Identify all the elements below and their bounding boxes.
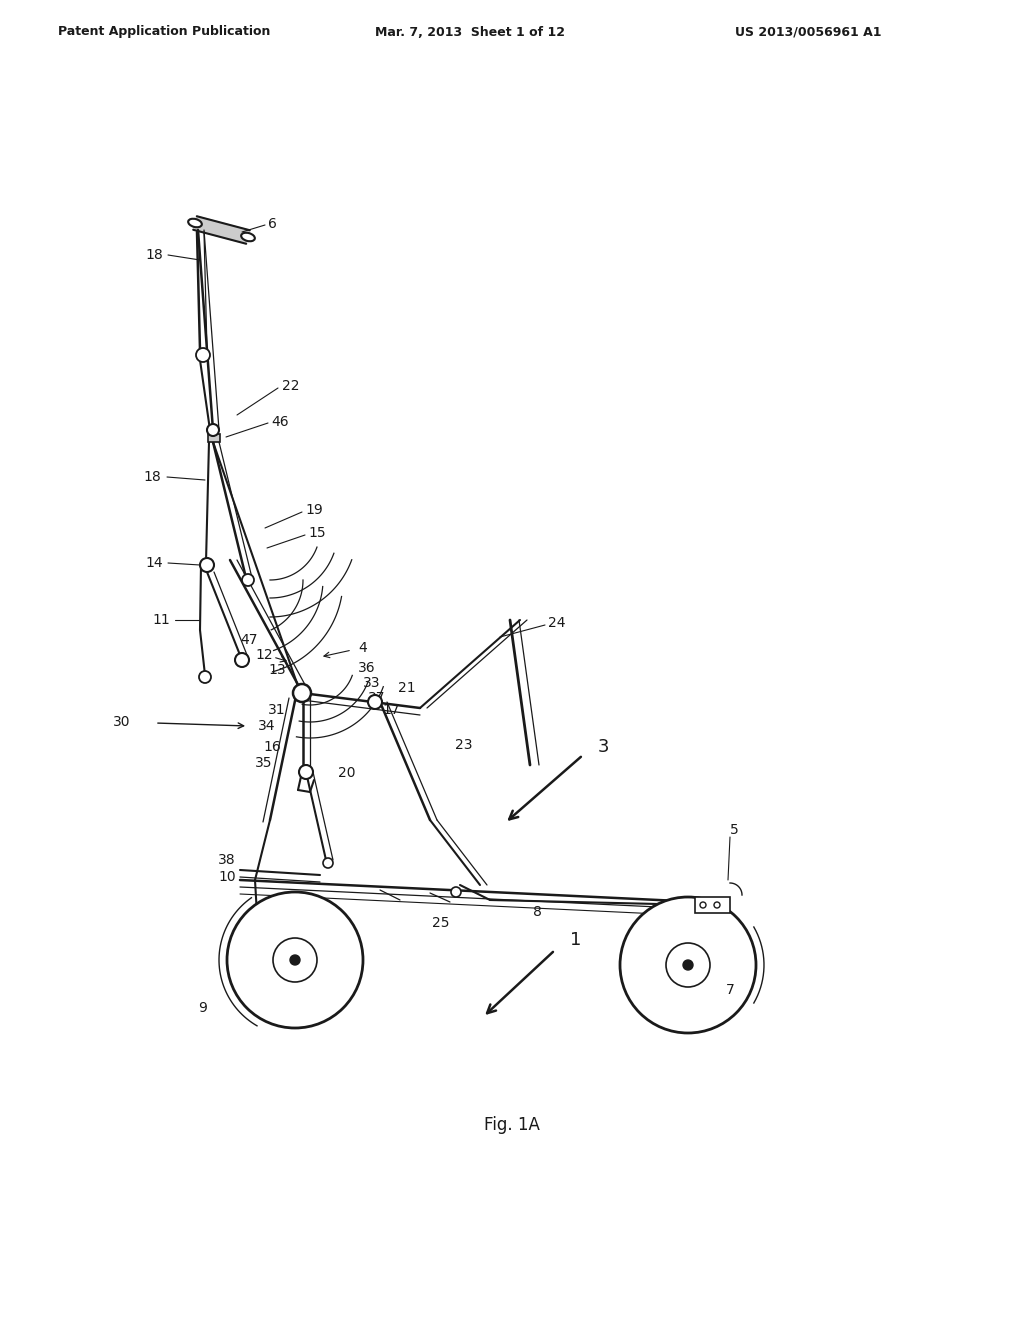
Text: 47: 47	[240, 634, 257, 647]
Circle shape	[200, 558, 214, 572]
Text: 1: 1	[570, 931, 582, 949]
Text: 8: 8	[534, 906, 542, 919]
Circle shape	[666, 942, 710, 987]
Text: 16: 16	[263, 741, 281, 754]
Text: Mar. 7, 2013  Sheet 1 of 12: Mar. 7, 2013 Sheet 1 of 12	[375, 25, 565, 38]
Ellipse shape	[242, 232, 255, 242]
Text: 34: 34	[258, 719, 275, 733]
Text: 13: 13	[268, 663, 286, 677]
Text: 7: 7	[726, 983, 735, 997]
Text: 10: 10	[218, 870, 236, 884]
Text: 14: 14	[145, 556, 163, 570]
Circle shape	[714, 902, 720, 908]
Text: 17: 17	[382, 704, 399, 717]
Circle shape	[227, 892, 362, 1028]
Text: 25: 25	[432, 916, 450, 931]
Polygon shape	[194, 216, 250, 244]
Text: 24: 24	[548, 616, 565, 630]
Text: 18: 18	[143, 470, 161, 484]
Text: US 2013/0056961 A1: US 2013/0056961 A1	[735, 25, 882, 38]
Text: 18: 18	[145, 248, 163, 261]
Text: 33: 33	[362, 676, 381, 690]
Text: 12: 12	[255, 648, 272, 663]
Circle shape	[299, 766, 313, 779]
Text: 21: 21	[398, 681, 416, 696]
Circle shape	[199, 671, 211, 682]
Text: 31: 31	[268, 704, 286, 717]
Text: Fig. 1A: Fig. 1A	[484, 1115, 540, 1134]
Text: 38: 38	[218, 853, 236, 867]
Text: 5: 5	[730, 822, 738, 837]
Text: 20: 20	[338, 766, 355, 780]
Text: 19: 19	[305, 503, 323, 517]
Text: 30: 30	[113, 715, 130, 729]
Text: 11: 11	[152, 612, 170, 627]
Text: 23: 23	[455, 738, 472, 752]
Circle shape	[323, 858, 333, 869]
Text: 6: 6	[268, 216, 276, 231]
Text: 22: 22	[282, 379, 299, 393]
Bar	[208, 434, 220, 442]
Text: 9: 9	[198, 1001, 207, 1015]
Circle shape	[234, 653, 249, 667]
Text: 37: 37	[368, 690, 385, 705]
Circle shape	[451, 887, 461, 898]
Circle shape	[273, 939, 317, 982]
Bar	[695, 898, 730, 913]
Circle shape	[368, 696, 382, 709]
Text: 4: 4	[358, 642, 367, 655]
Text: 36: 36	[358, 661, 376, 675]
Circle shape	[700, 902, 706, 908]
Circle shape	[196, 348, 210, 362]
Circle shape	[683, 960, 693, 970]
Text: Patent Application Publication: Patent Application Publication	[58, 25, 270, 38]
Circle shape	[620, 898, 756, 1034]
Circle shape	[290, 954, 300, 965]
Circle shape	[293, 684, 311, 702]
Circle shape	[207, 424, 219, 436]
Text: 3: 3	[598, 738, 609, 756]
Ellipse shape	[188, 219, 202, 227]
Text: 46: 46	[271, 414, 289, 429]
Text: 35: 35	[255, 756, 272, 770]
Text: 15: 15	[308, 525, 326, 540]
Circle shape	[242, 574, 254, 586]
